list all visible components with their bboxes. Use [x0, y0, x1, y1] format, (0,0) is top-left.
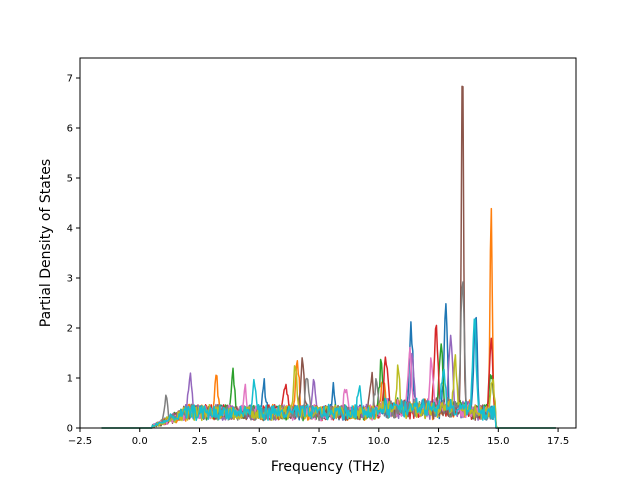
series-line-6 [101, 85, 556, 429]
x-tick-label: 5.0 [251, 436, 267, 447]
series-line-10 [101, 318, 556, 429]
y-tick-label: 6 [67, 124, 73, 135]
x-tick-label: 2.5 [192, 436, 208, 447]
x-tick-label: 17.5 [547, 436, 569, 447]
x-tick-label: 12.5 [427, 436, 449, 447]
y-axis-label: Partial Density of States [38, 159, 54, 327]
x-ticks: −2.5 0.0 2.5 5.0 7.5 10.0 12.5 15.0 17.5 [68, 428, 569, 447]
x-tick-label: 15.0 [487, 436, 509, 447]
x-axis-label: Frequency (THz) [271, 459, 385, 475]
x-tick-label: −2.5 [68, 436, 92, 447]
x-tick-label: 0.0 [132, 436, 148, 447]
y-ticks: 0 1 2 3 4 5 6 7 [67, 74, 80, 435]
y-tick-label: 3 [67, 274, 73, 285]
plot-frame [79, 57, 577, 429]
y-tick-label: 5 [67, 174, 73, 185]
x-tick-label: 7.5 [311, 436, 327, 447]
series-layer [101, 85, 556, 429]
y-tick-label: 2 [67, 324, 73, 335]
y-tick-label: 7 [67, 74, 73, 85]
y-tick-label: 0 [67, 424, 73, 435]
y-tick-label: 4 [67, 224, 73, 235]
x-tick-label: 10.0 [368, 436, 390, 447]
y-tick-label: 1 [67, 374, 73, 385]
